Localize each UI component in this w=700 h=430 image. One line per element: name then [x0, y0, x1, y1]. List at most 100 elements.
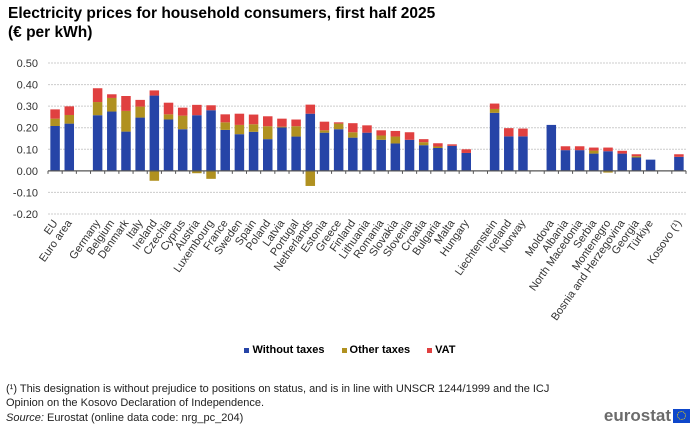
bar-segment-without-taxes	[390, 143, 401, 171]
bar-segment-other-taxes	[135, 106, 145, 118]
title-line: Electricity prices for household consume…	[8, 5, 436, 22]
bar-segment-without-taxes	[447, 145, 457, 171]
y-tick-label: 0.20	[17, 123, 38, 135]
bar-segment-other-taxes	[263, 126, 273, 140]
bar-segment-vat	[234, 113, 245, 125]
bar-segment-without-taxes	[305, 113, 316, 171]
bar-segment-vat	[631, 154, 642, 157]
bar-segment-vat	[461, 149, 471, 153]
bar-segment-without-taxes	[645, 159, 656, 171]
bar-segment-vat	[92, 88, 103, 103]
bar-segment-other-taxes	[92, 102, 103, 116]
y-tick-label: -0.20	[13, 209, 38, 221]
bar-segment-vat	[348, 123, 358, 133]
bar-segment-without-taxes	[163, 119, 174, 171]
legend-item-other-taxes[interactable]: Other taxes	[341, 344, 410, 356]
source-label: Source:	[6, 412, 44, 424]
eurostat-logo: eurostat	[604, 406, 690, 426]
source-text: Eurostat (online data code: nrg_pc_204)	[43, 412, 244, 424]
legend-item-without-taxes[interactable]: Without taxes	[244, 344, 324, 356]
y-tick-label: 0.40	[17, 80, 38, 92]
bar-segment-vat	[319, 121, 330, 131]
bar-segment-vat	[518, 128, 528, 137]
bar-segment-vat	[121, 96, 131, 111]
bar-segment-without-taxes	[461, 152, 471, 171]
bar-segment-other-taxes	[348, 132, 358, 138]
y-tick-label: 0.50	[17, 58, 38, 70]
legend-swatch	[341, 347, 347, 353]
bar-segment-other-taxes	[177, 115, 188, 130]
bar-segment-without-taxes	[546, 124, 557, 171]
bar-segment-other-taxes	[631, 156, 642, 158]
stacked-bar-chart: 0.500.400.300.200.100.00-0.10-0.20EUEuro…	[13, 58, 687, 323]
bar-segment-vat	[433, 143, 443, 147]
bar-segment-other-taxes	[121, 110, 131, 132]
bar-segment-vat	[135, 99, 145, 107]
bar-segment-without-taxes	[418, 145, 429, 171]
bar-segment-without-taxes	[404, 139, 415, 171]
bar-segment-vat	[192, 104, 202, 116]
bar-segment-other-taxes	[291, 126, 301, 137]
bar-segment-vat	[504, 128, 514, 137]
bar-segment-without-taxes	[433, 147, 443, 171]
bar-segment-without-taxes	[277, 127, 287, 171]
bar-segment-other-taxes	[305, 170, 316, 186]
bar-segment-other-taxes	[206, 170, 216, 179]
bar-segment-without-taxes	[263, 139, 273, 171]
bar-segment-other-taxes	[603, 170, 613, 173]
bar-segment-other-taxes	[277, 126, 287, 128]
bar-segment-vat	[617, 150, 627, 154]
bar-segment-without-taxes	[121, 131, 131, 171]
bar-segment-vat	[277, 118, 287, 127]
bar-segment-vat	[263, 116, 273, 127]
bar-segment-other-taxes	[50, 118, 60, 126]
bar-segment-without-taxes	[64, 123, 75, 171]
bar-segment-vat	[418, 139, 429, 143]
legend-label: Without taxes	[252, 344, 325, 356]
bar-segment-without-taxes	[319, 132, 330, 171]
bar-segment-other-taxes	[163, 114, 174, 120]
bar-segment-vat	[390, 130, 401, 137]
bar-segment-vat	[305, 104, 316, 114]
bar-segment-vat	[177, 107, 188, 116]
bar-segment-other-taxes	[418, 142, 429, 146]
eu-flag-icon	[673, 409, 690, 423]
bar-segment-without-taxes	[206, 110, 216, 171]
bar-segment-vat	[64, 106, 75, 115]
bar-segment-other-taxes	[149, 170, 160, 181]
bar-segment-without-taxes	[631, 157, 642, 171]
bar-segment-vat	[574, 146, 585, 151]
bar-segment-without-taxes	[674, 156, 684, 171]
bar-segment-without-taxes	[291, 136, 301, 171]
bar-segment-other-taxes	[234, 124, 245, 135]
bar-segment-vat	[291, 119, 301, 127]
bar-segment-other-taxes	[107, 97, 117, 112]
legend-item-vat[interactable]: VAT	[427, 344, 456, 356]
bar-segment-without-taxes	[603, 151, 613, 171]
y-tick-label: 0.00	[17, 166, 38, 178]
bar-segment-without-taxes	[574, 150, 585, 171]
bar-segment-without-taxes	[92, 115, 103, 171]
bar-segment-without-taxes	[376, 139, 386, 171]
bar-segment-without-taxes	[617, 153, 627, 171]
bar-segment-other-taxes	[376, 135, 386, 140]
bar-segment-without-taxes	[333, 129, 344, 171]
bar-segment-without-taxes	[362, 132, 372, 171]
bar-segment-other-taxes	[589, 150, 599, 154]
bar-segment-other-taxes	[489, 108, 500, 113]
bar-segment-other-taxes	[390, 136, 401, 144]
y-tick-label: 0.10	[17, 144, 38, 156]
y-tick-label: -0.10	[13, 187, 38, 199]
bar-segment-vat	[589, 147, 599, 151]
bar-segment-vat	[248, 114, 259, 125]
legend-label: VAT	[435, 344, 456, 356]
source-note: Source: Eurostat (online data code: nrg_…	[6, 411, 243, 425]
bar-segment-vat	[404, 132, 415, 140]
legend-swatch	[427, 347, 433, 353]
bar-segment-vat	[149, 90, 160, 96]
bar-segment-other-taxes	[433, 146, 443, 148]
bar-segment-vat	[220, 114, 230, 123]
bar-segment-without-taxes	[107, 111, 117, 171]
bar-segment-without-taxes	[518, 136, 528, 171]
bar-segment-without-taxes	[489, 112, 500, 171]
